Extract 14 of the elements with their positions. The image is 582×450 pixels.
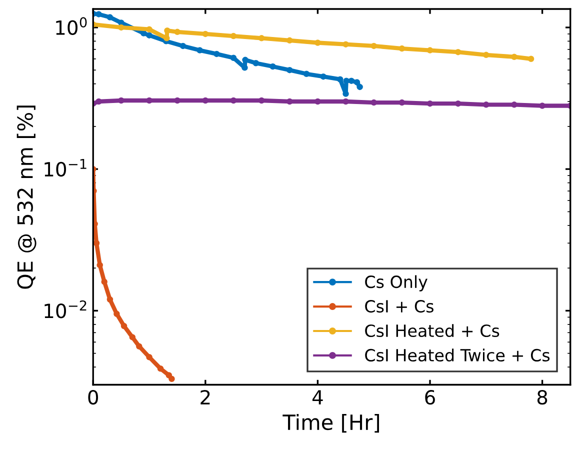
x-axis-title: Time [Hr] [282,414,379,433]
legend-label: Cs Only [365,275,428,292]
y-axis-title: QE @ 532 nm [%] [16,106,36,289]
legend-label: CsI Heated Twice + Cs [365,348,550,362]
legend-label: CsI Heated + Cs [365,324,500,338]
x-tick-label: 2 [200,390,210,404]
y-tick-label: 10$^{0}$ [56,17,87,35]
x-tick-label: 8 [537,390,548,405]
y-tick-label: 10$^{−2}$ [44,300,86,318]
y-tick-label: 10$^{−1}$ [44,158,86,177]
x-tick-label: 6 [425,390,435,405]
x-tick-label: 0 [88,390,98,405]
legend-label: CsI + Cs [365,300,434,313]
x-tick-label: 4 [312,390,323,404]
